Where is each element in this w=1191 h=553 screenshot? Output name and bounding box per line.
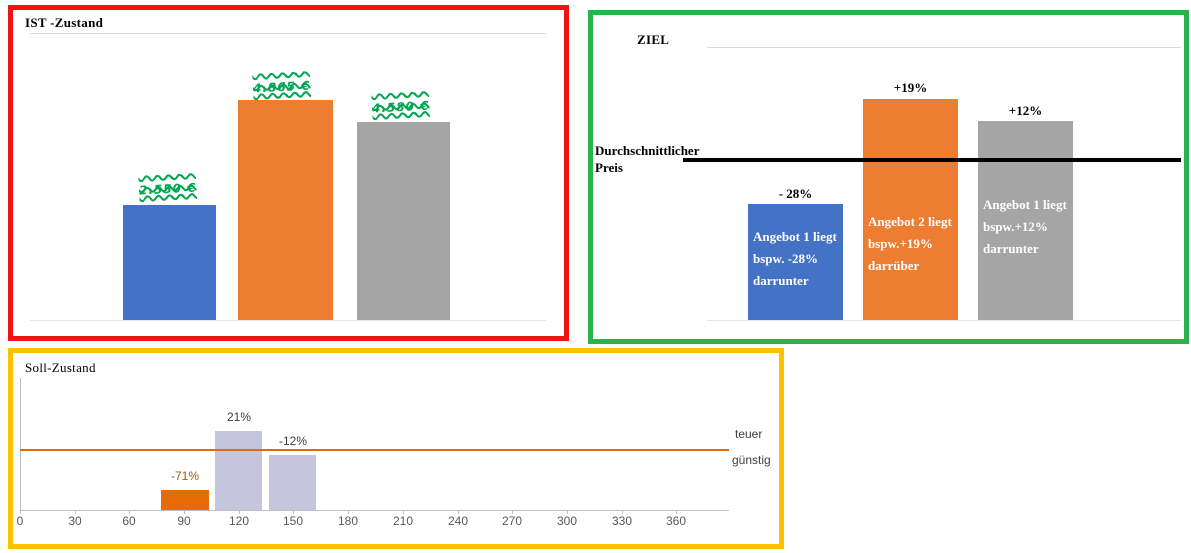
ziel-bar-angebot-1: Angebot 1 liegt bspw. -28% darrunter <box>748 204 843 320</box>
ziel-bar-1-text-line2: bspw. -28% <box>753 251 819 266</box>
ziel-bar-3-text-line3: darrunter <box>983 241 1039 256</box>
ziel-bar-2-text-line3: darrüber <box>868 258 920 273</box>
ziel-bar-1-text: Angebot 1 liegt bspw. -28% darrunter <box>748 226 843 292</box>
soll-value-label-3: -12% <box>278 434 307 448</box>
ziel-bar-2-text-line2: bspw.+19% <box>868 236 933 251</box>
teuer-label: teuer <box>735 427 763 441</box>
ziel-value-label-1: - 28% <box>778 186 813 201</box>
x-tick-label: 90 <box>164 510 204 528</box>
handwritten-price-annotation-1: 2.550 € <box>138 180 197 198</box>
ziel-bar-2-text-line1: Angebot 2 liegt <box>868 214 952 229</box>
ist-zustand-panel: IST -Zustand 2.550 € 4.865 € 4.580 € <box>8 5 569 341</box>
x-tick-label: 0 <box>0 510 40 528</box>
baseline-gridline <box>707 320 1181 321</box>
x-tick-label: 270 <box>492 510 532 528</box>
ziel-bar-2-text: Angebot 2 liegt bspw.+19% darrüber <box>863 211 958 277</box>
x-tick-label: 180 <box>328 510 368 528</box>
average-price-label: Durchschnittlicher Preis <box>595 142 699 176</box>
x-tick-label: 300 <box>547 510 587 528</box>
soll-bar-150 <box>269 455 316 510</box>
x-axis <box>20 510 729 511</box>
ziel-bar-3-text-line2: bspw.+12% <box>983 219 1048 234</box>
soll-value-label-1: -71% <box>170 469 199 483</box>
x-tick-label: 330 <box>602 510 642 528</box>
ziel-value-label-2: +19% <box>893 80 928 95</box>
soll-zustand-panel: Soll-Zustand -71% 21% -12% 0 30 60 90 12… <box>8 348 784 549</box>
x-tick-label: 120 <box>219 510 259 528</box>
x-tick-label: 30 <box>55 510 95 528</box>
x-tick-label: 210 <box>383 510 423 528</box>
ziel-bar-3-text: Angebot 1 liegt bspw.+12% darrunter <box>978 194 1073 260</box>
x-tick-label: 240 <box>438 510 478 528</box>
ziel-bar-3-text-line1: Angebot 1 liegt <box>983 197 1067 212</box>
average-price-label-line2: Preis <box>595 160 623 175</box>
x-tick-label: 150 <box>273 510 313 528</box>
ziel-bar-1-text-line1: Angebot 1 liegt <box>753 229 837 244</box>
average-price-label-line1: Durchschnittlicher <box>595 143 700 158</box>
average-price-threshold-line <box>20 449 729 451</box>
soll-value-label-2: 21% <box>226 410 252 424</box>
ziel-value-label-3: +12% <box>1008 103 1043 118</box>
handwritten-price-annotation-2: 4.865 € <box>252 78 311 96</box>
ziel-bar-angebot-3: Angebot 1 liegt bspw.+12% darrunter <box>978 121 1073 320</box>
ist-bar-angebot-3 <box>357 122 450 320</box>
ist-bar-angebot-1 <box>123 205 216 320</box>
ziel-panel: ZIEL Durchschnittlicher Preis Angebot 1 … <box>588 10 1189 344</box>
ziel-chart-title: ZIEL <box>637 32 670 47</box>
soll-bar-120 <box>215 431 262 510</box>
gridline <box>30 33 546 34</box>
ist-chart-title: IST -Zustand <box>25 15 104 30</box>
ist-bar-angebot-2 <box>238 100 333 320</box>
average-price-line <box>683 158 1181 162</box>
x-tick-label: 60 <box>109 510 149 528</box>
guenstig-label: günstig <box>732 453 771 467</box>
baseline-gridline <box>30 320 546 321</box>
soll-bar-90 <box>161 490 209 510</box>
x-tick-label: 360 <box>656 510 696 528</box>
soll-chart-title: Soll-Zustand <box>25 360 96 375</box>
ziel-bar-angebot-2: Angebot 2 liegt bspw.+19% darrüber <box>863 99 958 320</box>
handwritten-price-annotation-3: 4.580 € <box>371 98 430 116</box>
ziel-bar-1-text-line3: darrunter <box>753 273 809 288</box>
y-axis <box>20 378 21 510</box>
gridline <box>707 47 1181 48</box>
